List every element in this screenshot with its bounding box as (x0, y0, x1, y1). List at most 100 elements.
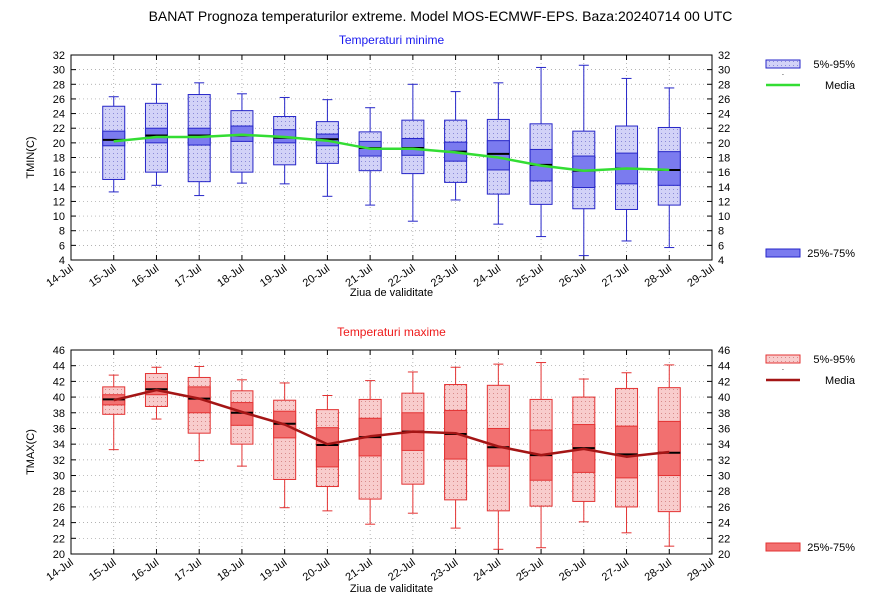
plot-frame (70, 349, 713, 555)
x-tick-label: 22-Jul (386, 557, 417, 584)
legend-label-mean: Media (825, 375, 856, 387)
y-tick-label-left: 16 (53, 167, 65, 179)
y-tick-label-left: 20 (53, 138, 65, 150)
y-tick-label-right: 32 (718, 50, 730, 62)
x-tick-label: 27-Jul (600, 263, 631, 290)
y-tick-label-right: 24 (718, 518, 730, 530)
legend-swatch-inner (765, 542, 801, 552)
y-tick-label-right: 40 (718, 392, 730, 404)
y-tick-label-right: 46 (718, 345, 730, 357)
y-tick-label-right: 30 (718, 471, 730, 483)
x-tick-label: 16-Jul (130, 557, 161, 584)
y-tick-label-right: 26 (718, 94, 730, 106)
y-tick-label-right: 20 (718, 138, 730, 150)
x-tick-label: 23-Jul (429, 557, 460, 584)
box-25-75 (401, 137, 425, 156)
legend-swatch-outer (765, 59, 801, 69)
y-tick-label-left: 18 (53, 153, 65, 165)
legend-dot: · (782, 365, 785, 374)
x-tick-label: 24-Jul (472, 557, 503, 584)
y-tick-label-left: 8 (59, 226, 65, 238)
y-tick-label-left: 4 (59, 255, 65, 267)
x-tick-label: 18-Jul (215, 263, 246, 290)
y-tick-label-left: 24 (53, 109, 65, 121)
y-tick-label-right: 28 (718, 486, 730, 498)
y-tick-label-right: 44 (718, 361, 730, 373)
legend-label-mean: Media (825, 80, 856, 92)
y-tick-label-left: 24 (53, 518, 65, 530)
x-tick-label: 15-Jul (87, 557, 118, 584)
box-25-75 (486, 140, 510, 171)
y-tick-label-left: 14 (53, 182, 65, 194)
y-tick-label-right: 28 (718, 79, 730, 91)
x-tick-label: 16-Jul (130, 263, 161, 290)
y-tick-label-left: 22 (53, 123, 65, 135)
x-tick-label: 21-Jul (343, 557, 374, 584)
y-tick-label-left: 30 (53, 65, 65, 77)
y-tick-label-right: 22 (718, 533, 730, 545)
y-tick-label-right: 24 (718, 109, 730, 121)
y-tick-label-right: 12 (718, 196, 730, 208)
y-tick-label-right: 18 (718, 153, 730, 165)
y-tick-label-left: 26 (53, 502, 65, 514)
y-tick-label-left: 6 (59, 240, 65, 252)
y-tick-label-left: 40 (53, 392, 65, 404)
y-tick-label-right: 22 (718, 123, 730, 135)
y-tick-label-left: 34 (53, 439, 65, 451)
x-tick-label: 26-Jul (557, 263, 588, 290)
y-tick-label-right: 16 (718, 167, 730, 179)
box-25-75 (657, 420, 681, 477)
legend-swatch-outer (765, 354, 801, 364)
box-25-75 (615, 425, 639, 479)
y-tick-label-left: 32 (53, 50, 65, 62)
y-tick-label-right: 8 (718, 226, 724, 238)
y-tick-label-right: 14 (718, 182, 730, 194)
x-tick-label: 21-Jul (343, 263, 374, 290)
y-tick-label-left: 36 (53, 423, 65, 435)
y-tick-label-right: 32 (718, 455, 730, 467)
x-tick-label: 29-Jul (685, 263, 716, 290)
x-tick-label: 29-Jul (685, 557, 716, 584)
x-tick-label: 17-Jul (172, 557, 203, 584)
y-tick-label-right: 34 (718, 439, 730, 451)
page-title: BANAT Prognoza temperaturilor extreme. M… (148, 8, 733, 24)
x-tick-label: 26-Jul (557, 557, 588, 584)
x-tick-label: 18-Jul (215, 557, 246, 584)
legend-swatch-inner (765, 248, 801, 258)
y-tick-label-left: 32 (53, 455, 65, 467)
legend-label-outer: 5%-95% (813, 59, 855, 71)
x-tick-label: 27-Jul (600, 557, 631, 584)
plot-title: Temperaturi minime (339, 33, 445, 47)
box-25-75 (315, 427, 339, 468)
y-tick-label-left: 10 (53, 211, 65, 223)
legend-dot: · (782, 70, 785, 79)
x-axis-label: Ziua de validitate (350, 583, 433, 595)
y-tick-label-left: 28 (53, 79, 65, 91)
y-tick-label-left: 38 (53, 408, 65, 420)
box-25-75 (102, 130, 126, 147)
y-tick-label-left: 28 (53, 486, 65, 498)
x-tick-label: 23-Jul (429, 263, 460, 290)
x-tick-label: 20-Jul (301, 557, 332, 584)
legend-label-outer: 5%-95% (813, 354, 855, 366)
x-tick-label: 28-Jul (643, 557, 674, 584)
y-tick-label-right: 10 (718, 211, 730, 223)
y-tick-label-right: 6 (718, 240, 724, 252)
x-tick-label: 25-Jul (514, 263, 545, 290)
y-tick-label-right: 20 (718, 549, 730, 561)
x-tick-label: 19-Jul (258, 557, 289, 584)
y-tick-label-left: 46 (53, 345, 65, 357)
x-tick-label: 19-Jul (258, 263, 289, 290)
x-tick-label: 20-Jul (301, 263, 332, 290)
x-tick-label: 22-Jul (386, 263, 417, 290)
x-tick-label: 25-Jul (514, 557, 545, 584)
y-tick-label-left: 42 (53, 376, 65, 388)
x-axis-label: Ziua de validitate (350, 287, 433, 299)
y-tick-label-right: 36 (718, 423, 730, 435)
mean-line (113, 133, 670, 172)
y-tick-label-right: 26 (718, 502, 730, 514)
x-tick-label: 17-Jul (172, 263, 203, 290)
y-tick-label-left: 26 (53, 94, 65, 106)
x-tick-label: 24-Jul (472, 263, 503, 290)
